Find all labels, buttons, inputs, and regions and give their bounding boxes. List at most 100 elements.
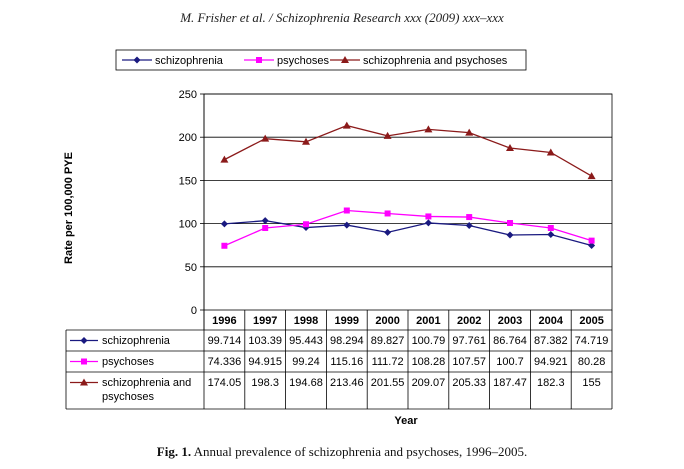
data-point xyxy=(343,221,351,229)
data-point xyxy=(588,237,595,244)
data-point xyxy=(220,220,228,228)
y-axis-label: Rate per 100,000 PYE xyxy=(63,152,75,264)
legend-entry: psychoses xyxy=(277,55,329,67)
data-label: 87.382 xyxy=(534,335,568,347)
x-tick-label: 2004 xyxy=(539,315,564,327)
data-label: 89.827 xyxy=(371,335,405,347)
data-point xyxy=(465,222,473,230)
data-label: 187.47 xyxy=(493,377,527,389)
table-row-label: psychoses xyxy=(102,391,154,403)
legend-box xyxy=(115,49,527,71)
data-point xyxy=(506,144,514,152)
data-label: 209.07 xyxy=(412,377,446,389)
data-point xyxy=(588,241,596,249)
legend-entry: schizophrenia xyxy=(155,55,224,67)
x-tick-label: 2002 xyxy=(457,315,481,327)
data-point xyxy=(302,137,310,145)
data-point xyxy=(546,148,555,156)
data-label: 108.28 xyxy=(412,356,446,368)
data-label: 74.336 xyxy=(208,356,242,368)
y-axis: 0 50 100 150 200 250 xyxy=(179,89,205,317)
legend-entry: schizophrenia and psychoses xyxy=(363,55,508,67)
data-point xyxy=(425,213,432,220)
data-point xyxy=(383,131,392,139)
y-tick-label: 100 xyxy=(179,219,197,231)
data-label: 74.719 xyxy=(575,335,609,347)
series-line-1 xyxy=(224,209,592,247)
x-axis-label: Year xyxy=(394,415,418,427)
data-label: 98.294 xyxy=(330,335,364,347)
x-tick-label: 1997 xyxy=(253,315,277,327)
data-point xyxy=(507,219,513,226)
data-table: 1996 1997 1998 1999 2000 2001 2002 2003 2004 2005… xyxy=(65,310,613,410)
data-point xyxy=(384,210,391,217)
data-point xyxy=(547,231,555,239)
y-tick-label: 150 xyxy=(179,175,197,187)
gridlines xyxy=(203,93,613,311)
data-point xyxy=(221,242,228,249)
y-tick-label: 200 xyxy=(179,132,197,144)
running-head: M. Frisher et al. / Schizophrenia Resear… xyxy=(180,10,504,25)
table-row-label: schizophrenia xyxy=(102,335,171,347)
data-label: 97.761 xyxy=(452,335,486,347)
y-tick-label: 250 xyxy=(179,89,197,101)
data-point xyxy=(587,172,596,180)
legend-marker xyxy=(256,57,262,63)
data-label: 213.46 xyxy=(330,377,364,389)
data-point xyxy=(262,224,269,231)
data-label: 155 xyxy=(582,377,600,389)
y-tick-label: 50 xyxy=(185,262,197,274)
x-tick-label: 1998 xyxy=(294,315,318,327)
data-label: 100.79 xyxy=(412,335,446,347)
x-tick-label: 2003 xyxy=(498,315,522,327)
data-label: 201.55 xyxy=(371,377,405,389)
data-point xyxy=(424,125,433,133)
table-legend-marker xyxy=(80,337,88,344)
data-point xyxy=(303,221,309,228)
data-label: 205.33 xyxy=(452,377,486,389)
caption-label: Fig. 1. xyxy=(156,444,192,459)
figure-caption: Fig. 1. Annual prevalence of schizophren… xyxy=(0,444,684,460)
data-label: 86.764 xyxy=(493,335,527,347)
data-point xyxy=(384,228,392,236)
data-label: 94.921 xyxy=(534,356,568,368)
x-tick-label: 2005 xyxy=(579,315,603,327)
plot-frame xyxy=(203,93,613,311)
data-label: 99.714 xyxy=(208,335,242,347)
data-point xyxy=(547,224,554,231)
data-label: 95.443 xyxy=(289,335,323,347)
data-point xyxy=(220,155,229,163)
caption-text: Annual prevalence of schizophrenia and p… xyxy=(193,444,528,459)
x-tick-label: 2000 xyxy=(375,315,399,327)
data-label: 111.72 xyxy=(372,356,404,368)
data-label: 107.57 xyxy=(452,356,486,368)
data-point xyxy=(343,207,350,214)
data-label: 103.39 xyxy=(248,335,282,347)
series-line-2 xyxy=(224,124,592,177)
data-point xyxy=(466,214,473,221)
data-point xyxy=(261,134,270,142)
data-point xyxy=(261,217,269,225)
data-point xyxy=(465,128,474,136)
legend: schizophrenia psychoses schizophrenia and … xyxy=(115,49,527,71)
data-point xyxy=(342,121,351,129)
data-label: 115.16 xyxy=(330,356,363,368)
data-point xyxy=(506,231,514,239)
plot-area xyxy=(220,121,596,249)
data-label: 194.68 xyxy=(289,377,323,389)
data-label: 198.3 xyxy=(251,377,279,389)
table-legend-marker xyxy=(81,358,87,365)
x-tick-label: 1996 xyxy=(212,315,236,327)
data-label: 182.3 xyxy=(537,377,565,389)
series-line-0 xyxy=(224,220,592,247)
table-row-label: schizophrenia and xyxy=(102,377,191,389)
data-label: 99.24 xyxy=(292,356,320,368)
x-tick-label: 1999 xyxy=(335,315,359,327)
data-label: 100.7 xyxy=(496,356,524,368)
table-row-label: psychoses xyxy=(102,356,154,368)
x-tick-label: 2001 xyxy=(416,315,440,327)
data-point xyxy=(424,219,432,227)
data-label: 94.915 xyxy=(248,356,282,368)
data-label: 174.05 xyxy=(208,377,242,389)
